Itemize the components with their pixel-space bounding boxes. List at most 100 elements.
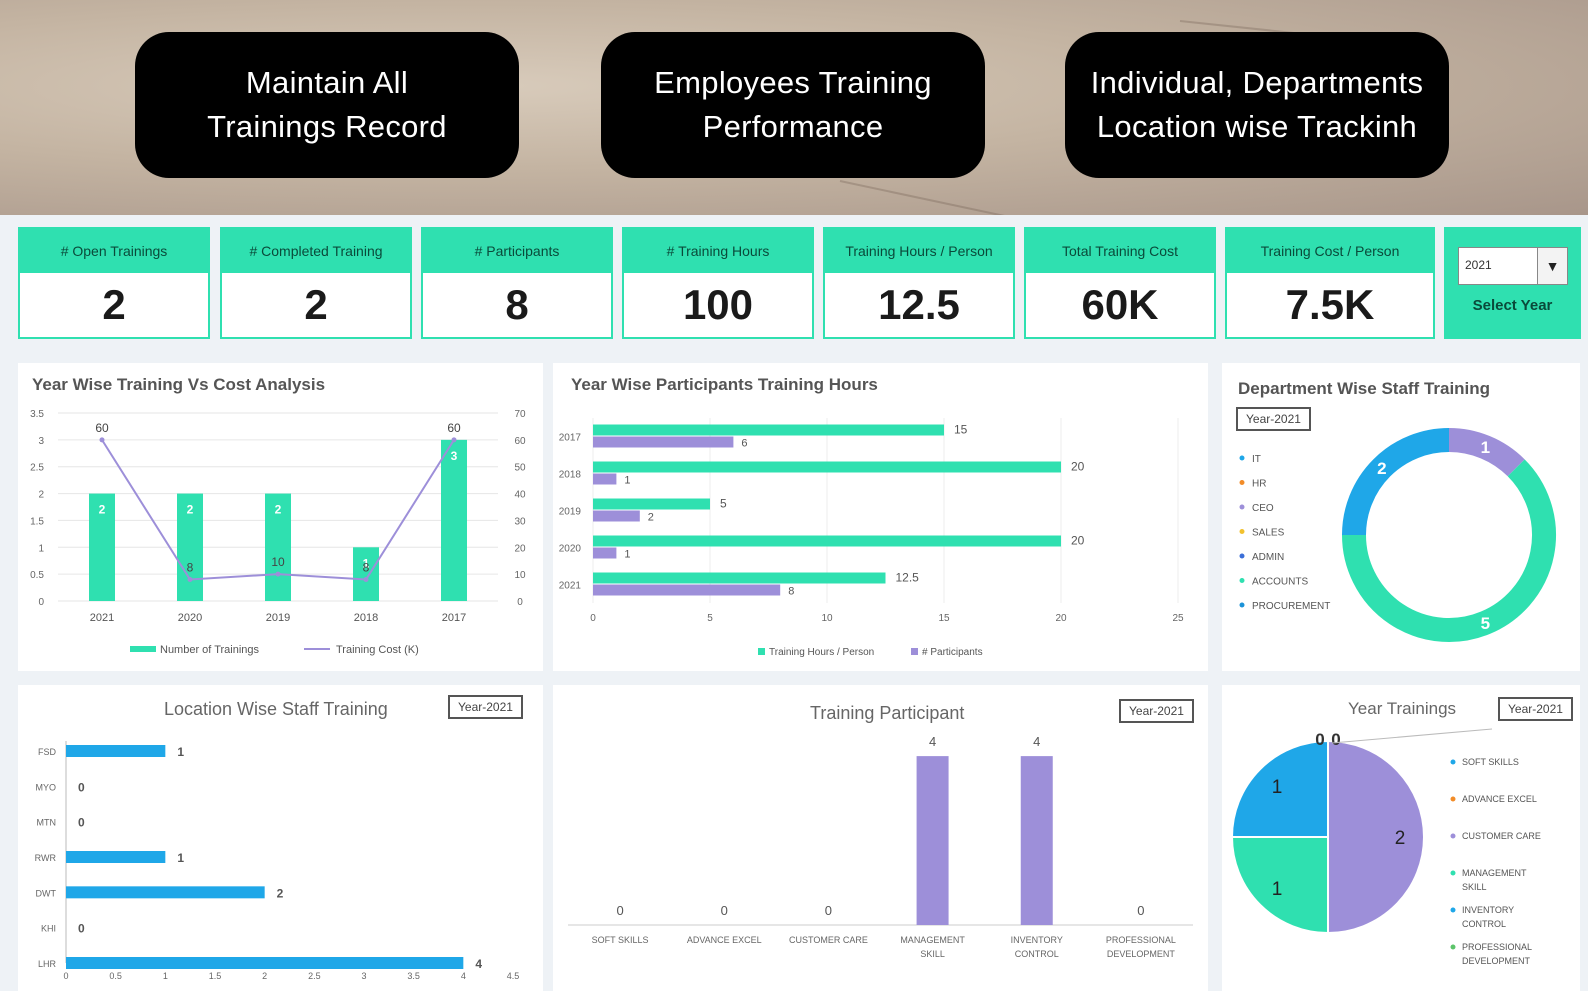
- legend-label: PROFESSIONAL: [1462, 942, 1532, 952]
- bar-value-label: 0: [78, 780, 85, 794]
- chevron-down-icon[interactable]: ▼: [1537, 248, 1567, 284]
- x-tick-label: 15: [938, 613, 950, 624]
- bar-participants: [593, 547, 617, 559]
- kpi-value: 100: [682, 281, 754, 328]
- pill-line: Trainings Record: [207, 109, 447, 144]
- y-tick-label: 2018: [559, 470, 582, 481]
- bar-value-label: 0: [721, 903, 728, 918]
- legend-swatch-participants: [911, 648, 918, 655]
- location-bar-chart: 0 0.5 1 1.5 2 2.5 3 3.5 4 4.5 FSD 1 MYO 0 MTN 0 RWR 1 DWT 2…: [35, 741, 519, 981]
- legend-dot: [1239, 480, 1245, 485]
- legend-label: SOFT SKILLS: [1462, 757, 1519, 767]
- panel-cost-analysis: Year Wise Training Vs Cost Analysis 0 0.5…: [18, 363, 543, 671]
- bar-value-label: 6: [741, 438, 747, 450]
- bar-value-label: 1: [624, 549, 630, 561]
- line-value-label: 60: [447, 421, 461, 435]
- year-badge: Year-2021: [1119, 699, 1194, 723]
- bar: [916, 756, 949, 925]
- legend-label: INVENTORY: [1462, 905, 1514, 915]
- slice-value-label: 2: [1377, 459, 1386, 478]
- kpi-title: # Training Hours: [624, 229, 812, 273]
- bar-value-label: 0: [825, 903, 832, 918]
- bar-value-label: 0: [78, 922, 85, 936]
- year-badge: Year-2021: [448, 695, 523, 719]
- slice-value-label: 1: [1272, 777, 1283, 798]
- bar-value-label: 2: [99, 503, 106, 517]
- panel-title: Year Wise Participants Training Hours: [571, 375, 878, 394]
- legend-label: DEVELOPMENT: [1462, 956, 1531, 966]
- dashboard: # Open Trainings 2 # Completed Training …: [0, 215, 1588, 991]
- kpi-value: 7.5K: [1285, 281, 1375, 328]
- kpi-title: # Completed Training: [222, 229, 410, 273]
- donut-slice: [1342, 428, 1450, 536]
- bar-value-label: 4: [475, 957, 482, 971]
- y-tick-label-left: 2.5: [30, 463, 44, 474]
- legend-dot: [1450, 759, 1456, 765]
- panel-training-participant: Training Participant Year-2021 0 SOFT SKI…: [553, 685, 1208, 991]
- legend-swatch-hours: [758, 648, 765, 655]
- x-tick-label: 0: [63, 971, 68, 981]
- y-tick-label: DWT: [36, 888, 57, 898]
- cost-analysis-chart: 0 0.5 1 1.5 2 2.5 3 3.5 0 10 20 30 40 50 60 70 2 2021 2 202…: [30, 409, 526, 656]
- x-tick-label: 2: [262, 971, 267, 981]
- legend-label: IT: [1252, 454, 1261, 465]
- year-badge: Year-2021: [1236, 407, 1311, 431]
- cost-point: [451, 437, 457, 443]
- x-tick-label: 5: [707, 613, 713, 624]
- y-tick-label-left: 3: [38, 436, 44, 447]
- year-badge: Year-2021: [1498, 697, 1573, 721]
- y-tick-label-right: 70: [514, 409, 526, 420]
- panel-title: Training Participant: [810, 703, 965, 723]
- legend-dot: [1450, 870, 1456, 876]
- y-tick-label-right: 60: [514, 436, 526, 447]
- panel-location: Location Wise Staff Training Year-2021 0…: [18, 685, 543, 991]
- kpi-value: 12.5: [878, 281, 960, 328]
- feature-pill-performance: Employees Training Performance: [601, 32, 985, 178]
- kpi-title: Total Training Cost: [1026, 229, 1214, 273]
- bar-participants: [593, 584, 781, 596]
- y-tick-label-left: 3.5: [30, 409, 44, 420]
- legend-dot: [1239, 455, 1245, 461]
- x-tick-label: 0.5: [109, 971, 122, 981]
- kpi-cost-per-person: Training Cost / Person 7.5K: [1225, 227, 1435, 339]
- y-tick-label: 2019: [559, 507, 582, 518]
- legend-dot: [1239, 529, 1245, 534]
- bar: [66, 851, 166, 863]
- legend-label: # Participants: [922, 647, 983, 658]
- bar: [265, 493, 291, 601]
- bar-value-label: 2: [648, 512, 654, 524]
- x-tick-label: DEVELOPMENT: [1107, 949, 1176, 959]
- year-dropdown[interactable]: 2021 ▼: [1458, 247, 1568, 285]
- kpi-title: # Participants: [423, 229, 611, 273]
- department-donut-chart: IT HR CEO SALES ADMIN ACCOUNTS PROCUREMENT 1 5 2: [1239, 428, 1556, 642]
- pie-slice: [1230, 739, 1329, 838]
- year-dropdown-value: 2021: [1465, 258, 1492, 272]
- bar: [1020, 756, 1053, 925]
- y-tick-label-right: 50: [514, 463, 526, 474]
- line-value-label: 8: [363, 561, 370, 575]
- bar-hours: [593, 461, 1061, 473]
- bar-value-label: 3: [451, 449, 458, 463]
- x-tick-label: 3.5: [407, 971, 420, 981]
- x-tick-label: 1.5: [209, 971, 222, 981]
- bar-value-label: 15: [954, 423, 968, 437]
- feature-pill-tracking: Individual, Departments Location wise Tra…: [1065, 32, 1449, 178]
- panel-title: Department Wise Staff Training: [1238, 379, 1491, 398]
- y-tick-label-right: 0: [517, 597, 523, 608]
- x-tick-label: 2021: [90, 612, 114, 624]
- legend-dot: [1450, 907, 1456, 913]
- kpi-completed-training: # Completed Training 2: [220, 227, 412, 339]
- y-tick-label-left: 0.5: [30, 570, 44, 581]
- legend-label: SKILL: [1462, 882, 1487, 892]
- y-tick-label-right: 10: [514, 570, 526, 581]
- cost-point: [99, 437, 105, 443]
- pie-slice: [1327, 739, 1425, 935]
- slice-value-label: 0: [1331, 730, 1340, 749]
- bar-value-label: 20: [1071, 460, 1085, 474]
- line-value-label: 60: [95, 421, 109, 435]
- bar: [66, 886, 265, 899]
- y-tick-label-left: 1.5: [30, 516, 44, 527]
- y-tick-label: 2021: [559, 581, 582, 592]
- legend-label: ADMIN: [1252, 552, 1284, 563]
- pill-line: Performance: [702, 109, 884, 144]
